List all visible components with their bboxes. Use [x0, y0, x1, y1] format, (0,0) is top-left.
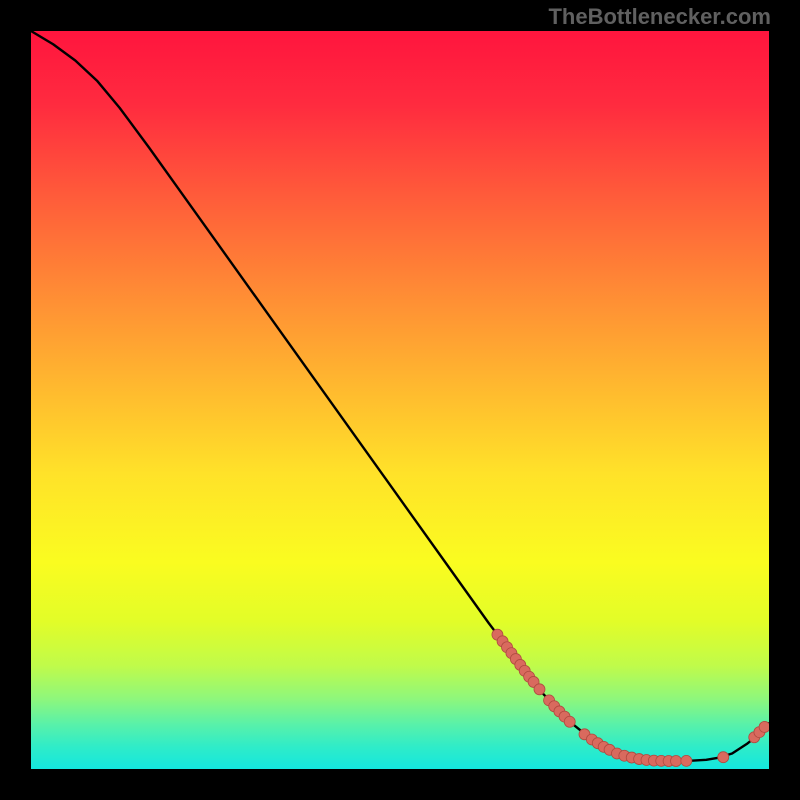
data-marker: [681, 755, 692, 766]
plot-svg: [31, 31, 769, 769]
data-marker: [534, 684, 545, 695]
data-marker: [671, 756, 682, 767]
watermark-text: TheBottlenecker.com: [548, 4, 771, 30]
chart-frame: TheBottlenecker.com: [0, 0, 800, 800]
data-marker: [718, 752, 729, 763]
gradient-background: [31, 31, 769, 769]
data-marker: [759, 721, 769, 732]
data-marker: [564, 716, 575, 727]
